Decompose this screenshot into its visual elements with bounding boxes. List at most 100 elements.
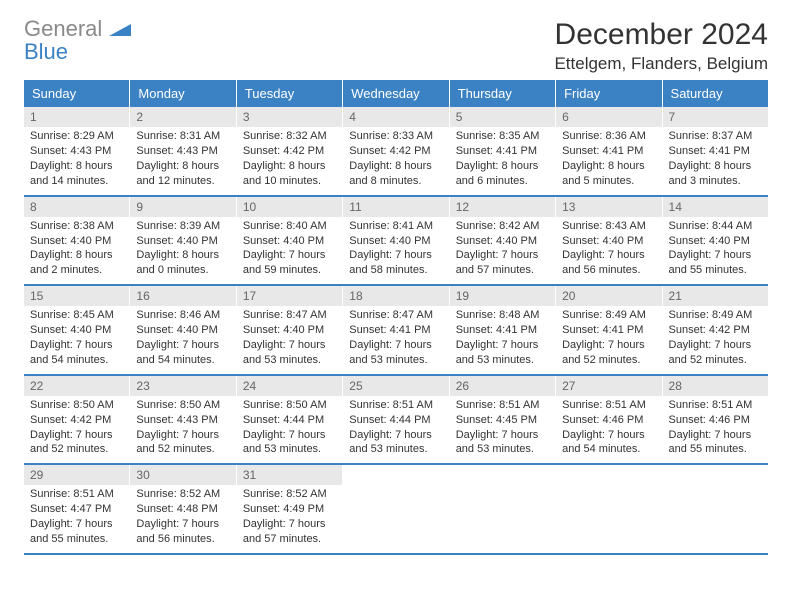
day-cell: 23Sunrise: 8:50 AMSunset: 4:43 PMDayligh… [130, 376, 236, 464]
day-header-monday: Monday [130, 80, 236, 107]
day-cell: 1Sunrise: 8:29 AMSunset: 4:43 PMDaylight… [24, 107, 130, 195]
day-cell: 10Sunrise: 8:40 AMSunset: 4:40 PMDayligh… [237, 197, 343, 285]
sunrise-line: Sunrise: 8:39 AM [136, 219, 229, 234]
daylight-line: Daylight: 7 hours and 53 minutes. [456, 338, 549, 368]
sunrise-line: Sunrise: 8:29 AM [30, 129, 123, 144]
sunset-line: Sunset: 4:41 PM [562, 144, 655, 159]
sunset-line: Sunset: 4:44 PM [243, 413, 336, 428]
day-body: Sunrise: 8:32 AMSunset: 4:42 PMDaylight:… [237, 127, 342, 194]
day-body: Sunrise: 8:51 AMSunset: 4:46 PMDaylight:… [556, 396, 661, 463]
sunrise-line: Sunrise: 8:51 AM [456, 398, 549, 413]
daylight-line: Daylight: 7 hours and 59 minutes. [243, 248, 336, 278]
day-body: Sunrise: 8:45 AMSunset: 4:40 PMDaylight:… [24, 306, 129, 373]
day-number: 17 [237, 286, 342, 306]
sunset-line: Sunset: 4:46 PM [562, 413, 655, 428]
logo-word1: General [24, 16, 102, 41]
sunset-line: Sunset: 4:40 PM [30, 234, 123, 249]
day-number: 12 [450, 197, 555, 217]
daylight-line: Daylight: 7 hours and 55 minutes. [30, 517, 123, 547]
day-cell: 6Sunrise: 8:36 AMSunset: 4:41 PMDaylight… [556, 107, 662, 195]
sunset-line: Sunset: 4:43 PM [30, 144, 123, 159]
week-row: 29Sunrise: 8:51 AMSunset: 4:47 PMDayligh… [24, 465, 768, 555]
day-number [450, 465, 555, 485]
daylight-line: Daylight: 8 hours and 0 minutes. [136, 248, 229, 278]
day-cell: 19Sunrise: 8:48 AMSunset: 4:41 PMDayligh… [450, 286, 556, 374]
day-body: Sunrise: 8:29 AMSunset: 4:43 PMDaylight:… [24, 127, 129, 194]
daylight-line: Daylight: 7 hours and 53 minutes. [456, 428, 549, 458]
empty-cell [343, 465, 449, 553]
daylight-line: Daylight: 8 hours and 2 minutes. [30, 248, 123, 278]
sunrise-line: Sunrise: 8:51 AM [30, 487, 123, 502]
sunset-line: Sunset: 4:48 PM [136, 502, 229, 517]
sunset-line: Sunset: 4:40 PM [456, 234, 549, 249]
sunrise-line: Sunrise: 8:49 AM [669, 308, 762, 323]
day-body: Sunrise: 8:37 AMSunset: 4:41 PMDaylight:… [663, 127, 768, 194]
sunset-line: Sunset: 4:41 PM [669, 144, 762, 159]
daylight-line: Daylight: 7 hours and 52 minutes. [136, 428, 229, 458]
week-row: 22Sunrise: 8:50 AMSunset: 4:42 PMDayligh… [24, 376, 768, 466]
day-cell: 20Sunrise: 8:49 AMSunset: 4:41 PMDayligh… [556, 286, 662, 374]
day-cell: 14Sunrise: 8:44 AMSunset: 4:40 PMDayligh… [663, 197, 768, 285]
day-cell: 11Sunrise: 8:41 AMSunset: 4:40 PMDayligh… [343, 197, 449, 285]
day-number: 27 [556, 376, 661, 396]
empty-cell [450, 465, 556, 553]
day-cell: 12Sunrise: 8:42 AMSunset: 4:40 PMDayligh… [450, 197, 556, 285]
day-body: Sunrise: 8:51 AMSunset: 4:44 PMDaylight:… [343, 396, 448, 463]
day-body: Sunrise: 8:47 AMSunset: 4:41 PMDaylight:… [343, 306, 448, 373]
day-body: Sunrise: 8:44 AMSunset: 4:40 PMDaylight:… [663, 217, 768, 284]
day-number: 13 [556, 197, 661, 217]
sunset-line: Sunset: 4:40 PM [136, 234, 229, 249]
day-body: Sunrise: 8:41 AMSunset: 4:40 PMDaylight:… [343, 217, 448, 284]
sunset-line: Sunset: 4:42 PM [349, 144, 442, 159]
day-cell: 17Sunrise: 8:47 AMSunset: 4:40 PMDayligh… [237, 286, 343, 374]
day-number: 11 [343, 197, 448, 217]
daylight-line: Daylight: 8 hours and 14 minutes. [30, 159, 123, 189]
day-number: 6 [556, 107, 661, 127]
week-row: 8Sunrise: 8:38 AMSunset: 4:40 PMDaylight… [24, 197, 768, 287]
day-cell: 29Sunrise: 8:51 AMSunset: 4:47 PMDayligh… [24, 465, 130, 553]
logo-triangle-icon [109, 20, 131, 36]
sunset-line: Sunset: 4:42 PM [243, 144, 336, 159]
sunrise-line: Sunrise: 8:44 AM [669, 219, 762, 234]
sunset-line: Sunset: 4:41 PM [456, 144, 549, 159]
day-body: Sunrise: 8:42 AMSunset: 4:40 PMDaylight:… [450, 217, 555, 284]
sunset-line: Sunset: 4:45 PM [456, 413, 549, 428]
sunset-line: Sunset: 4:41 PM [562, 323, 655, 338]
day-number: 29 [24, 465, 129, 485]
sunrise-line: Sunrise: 8:37 AM [669, 129, 762, 144]
calendar: SundayMondayTuesdayWednesdayThursdayFrid… [24, 80, 768, 555]
day-header-wednesday: Wednesday [343, 80, 449, 107]
day-body: Sunrise: 8:48 AMSunset: 4:41 PMDaylight:… [450, 306, 555, 373]
daylight-line: Daylight: 7 hours and 52 minutes. [30, 428, 123, 458]
daylight-line: Daylight: 7 hours and 57 minutes. [243, 517, 336, 547]
sunset-line: Sunset: 4:42 PM [30, 413, 123, 428]
daylight-line: Daylight: 7 hours and 56 minutes. [136, 517, 229, 547]
day-cell: 4Sunrise: 8:33 AMSunset: 4:42 PMDaylight… [343, 107, 449, 195]
day-number: 4 [343, 107, 448, 127]
day-cell: 9Sunrise: 8:39 AMSunset: 4:40 PMDaylight… [130, 197, 236, 285]
sunrise-line: Sunrise: 8:45 AM [30, 308, 123, 323]
day-body: Sunrise: 8:33 AMSunset: 4:42 PMDaylight:… [343, 127, 448, 194]
day-number: 1 [24, 107, 129, 127]
daylight-line: Daylight: 7 hours and 58 minutes. [349, 248, 442, 278]
sunset-line: Sunset: 4:40 PM [243, 323, 336, 338]
day-number: 30 [130, 465, 235, 485]
sunrise-line: Sunrise: 8:33 AM [349, 129, 442, 144]
daylight-line: Daylight: 7 hours and 57 minutes. [456, 248, 549, 278]
sunrise-line: Sunrise: 8:47 AM [243, 308, 336, 323]
daylight-line: Daylight: 7 hours and 54 minutes. [562, 428, 655, 458]
day-cell: 5Sunrise: 8:35 AMSunset: 4:41 PMDaylight… [450, 107, 556, 195]
sunset-line: Sunset: 4:40 PM [349, 234, 442, 249]
day-number: 3 [237, 107, 342, 127]
day-cell: 15Sunrise: 8:45 AMSunset: 4:40 PMDayligh… [24, 286, 130, 374]
daylight-line: Daylight: 7 hours and 54 minutes. [136, 338, 229, 368]
day-cell: 31Sunrise: 8:52 AMSunset: 4:49 PMDayligh… [237, 465, 343, 553]
location: Ettelgem, Flanders, Belgium [554, 54, 768, 74]
day-body: Sunrise: 8:43 AMSunset: 4:40 PMDaylight:… [556, 217, 661, 284]
day-cell: 8Sunrise: 8:38 AMSunset: 4:40 PMDaylight… [24, 197, 130, 285]
sunset-line: Sunset: 4:40 PM [136, 323, 229, 338]
day-body: Sunrise: 8:50 AMSunset: 4:42 PMDaylight:… [24, 396, 129, 463]
day-cell: 2Sunrise: 8:31 AMSunset: 4:43 PMDaylight… [130, 107, 236, 195]
daylight-line: Daylight: 8 hours and 6 minutes. [456, 159, 549, 189]
sunrise-line: Sunrise: 8:52 AM [243, 487, 336, 502]
